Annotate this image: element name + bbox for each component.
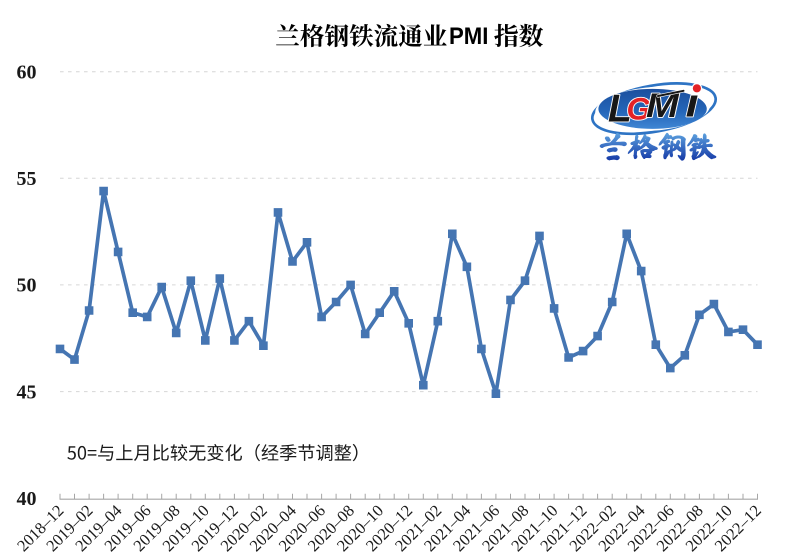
svg-text:G: G [627,90,652,126]
svg-text:L: L [608,88,632,131]
svg-text:55: 55 [17,168,37,190]
svg-text:45: 45 [17,381,37,403]
svg-text:60: 60 [17,61,37,83]
svg-text:40: 40 [17,488,37,510]
svg-text:50: 50 [17,275,37,297]
svg-text:PMI: PMI [449,22,488,49]
